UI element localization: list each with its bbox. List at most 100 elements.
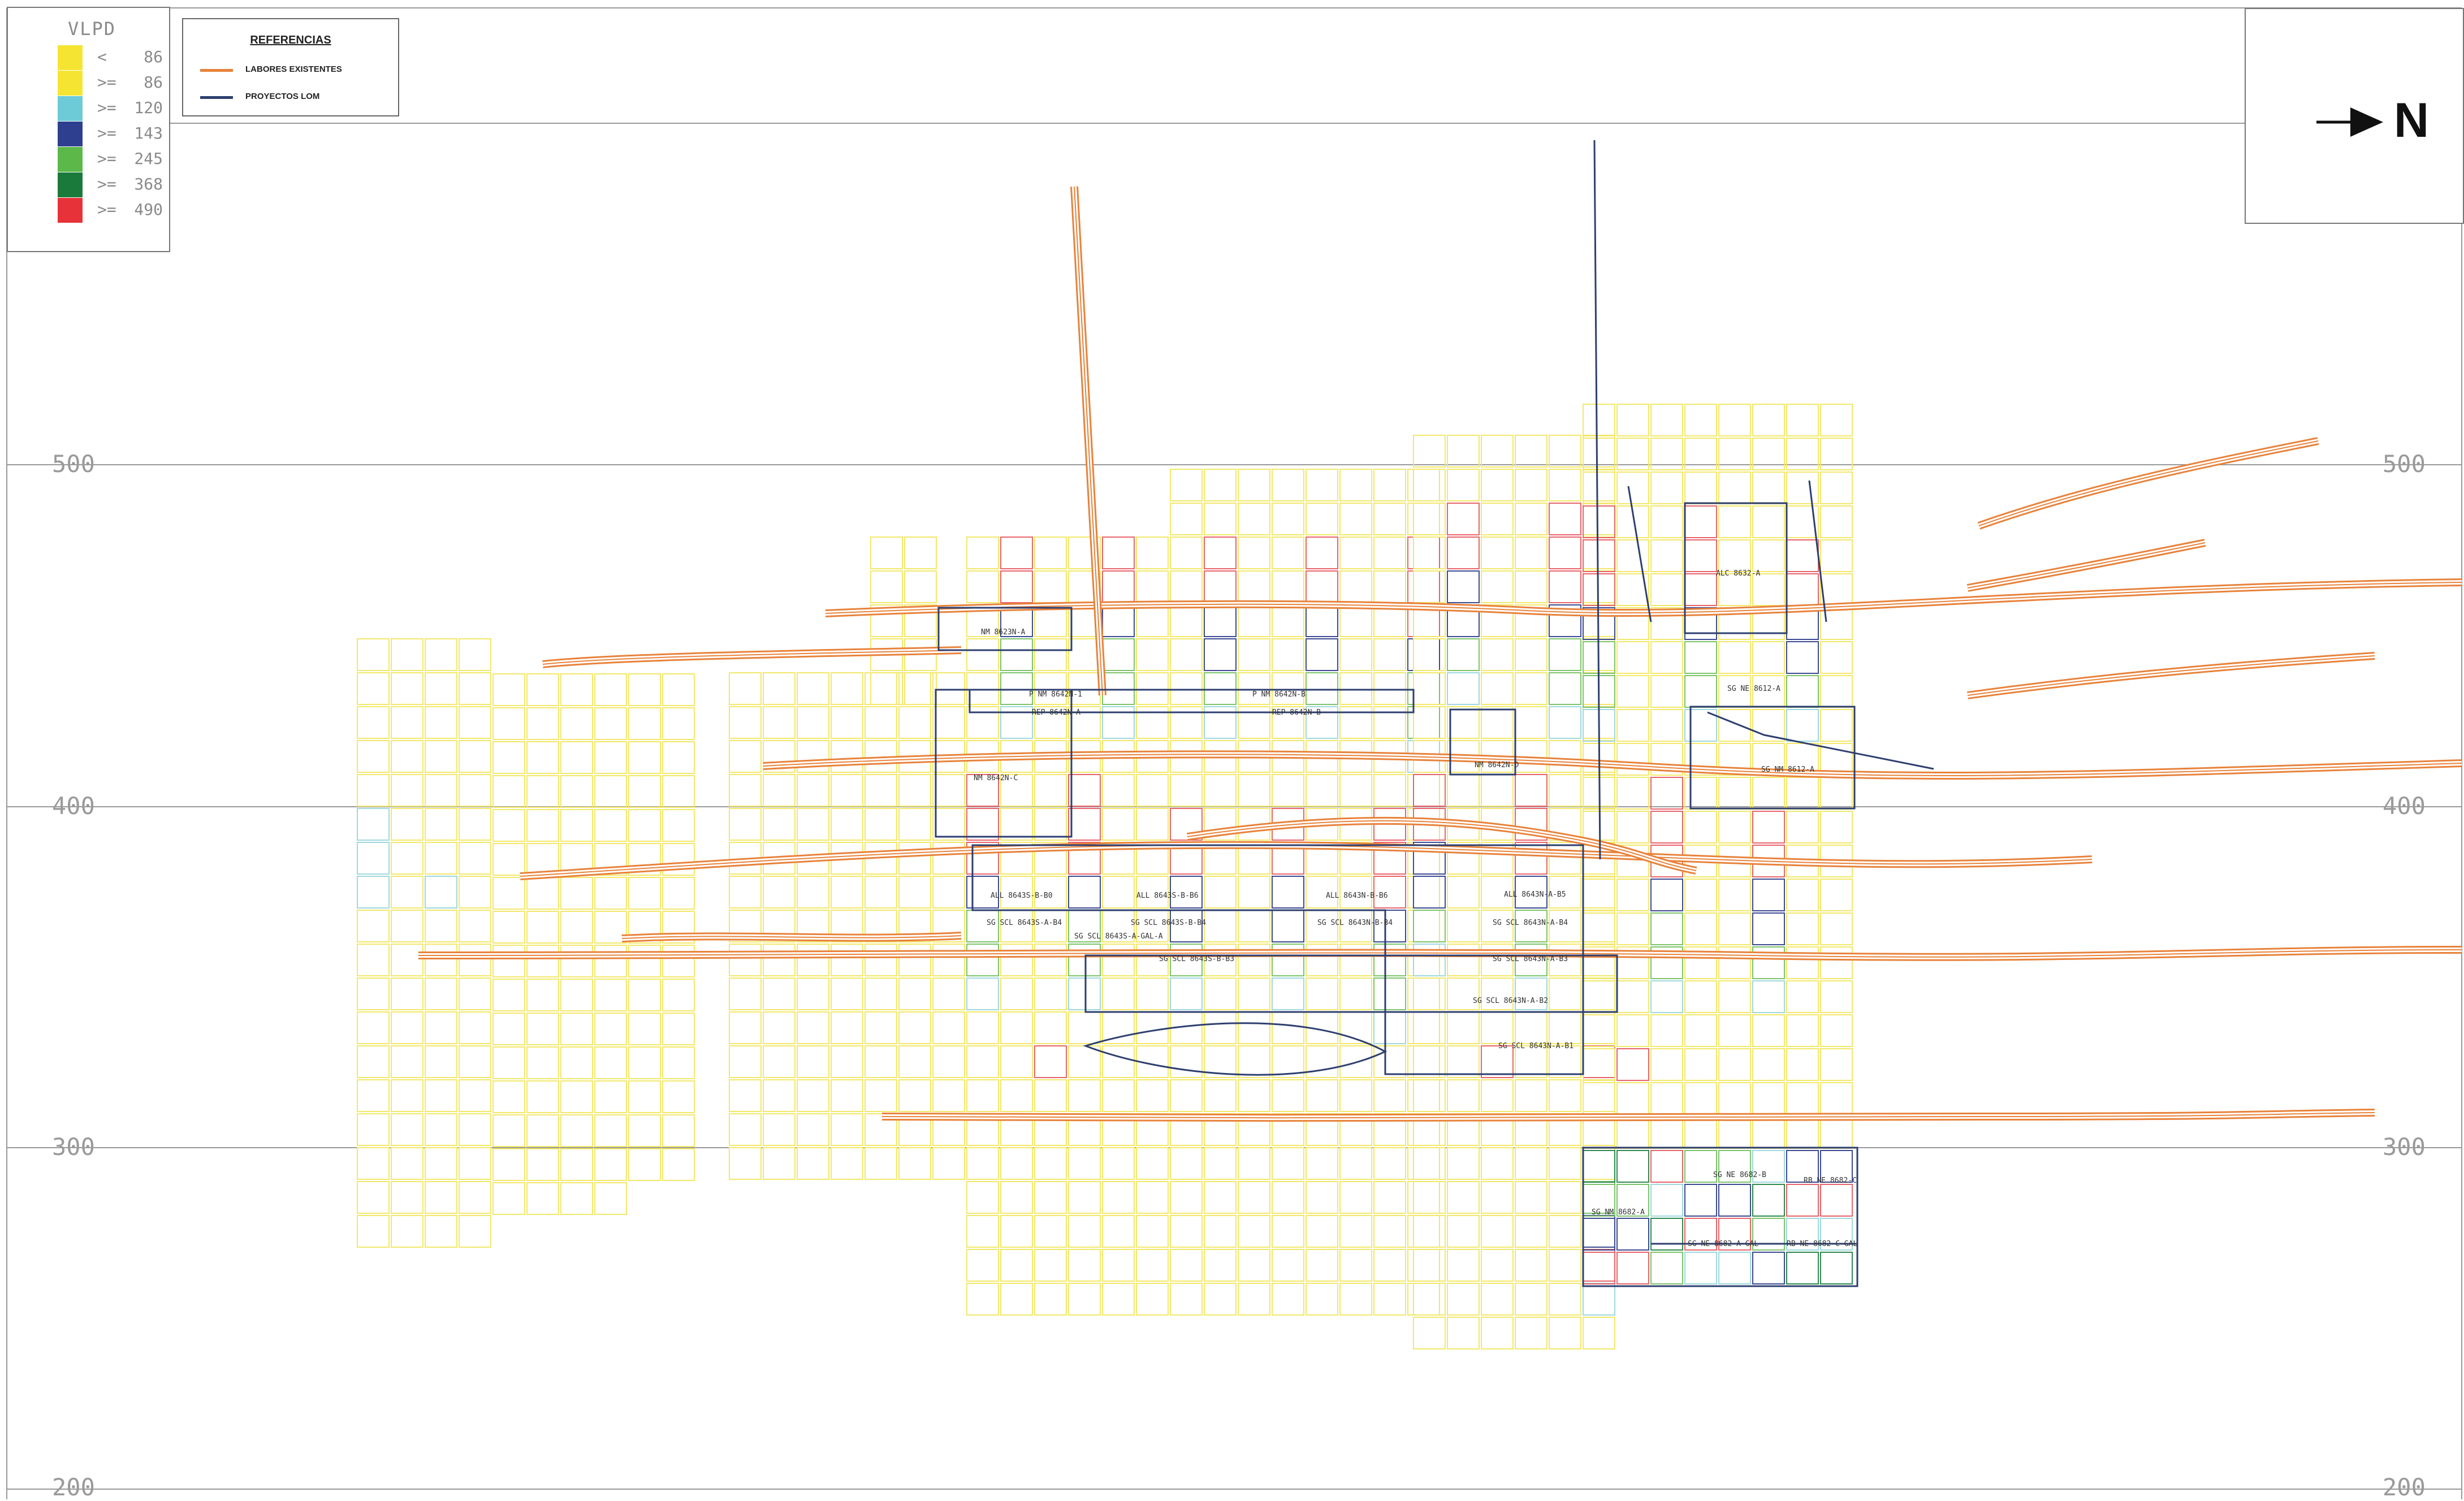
block-cell — [864, 706, 897, 739]
legend-swatch — [58, 122, 83, 146]
block-cell — [1272, 1079, 1304, 1112]
block-cell — [1515, 435, 1547, 468]
block-cell — [1272, 1249, 1304, 1282]
block-cell — [628, 741, 661, 774]
block-cell — [526, 1080, 559, 1113]
block-cell — [1752, 777, 1785, 810]
block-cell — [1306, 1181, 1338, 1214]
block-cell — [1616, 607, 1649, 640]
block-cell — [1068, 808, 1101, 841]
block-cell — [1034, 1011, 1067, 1044]
block-cell — [1481, 672, 1514, 705]
block-cell — [1306, 503, 1338, 535]
block-cell — [1718, 1150, 1751, 1183]
block-cell — [1373, 1011, 1406, 1044]
block-cell — [1204, 944, 1237, 976]
block-cell — [459, 1147, 491, 1180]
block-cell — [1481, 977, 1514, 1010]
block-cell — [1616, 1218, 1649, 1251]
block-cell — [1752, 505, 1785, 538]
block-cell — [594, 741, 627, 774]
block-cell — [1583, 1147, 1615, 1180]
block-cell — [1306, 944, 1338, 976]
block-cell — [526, 1182, 559, 1215]
block-cell — [898, 842, 931, 875]
block-cell — [1752, 1014, 1785, 1047]
block-cell — [1650, 1048, 1683, 1081]
block-cell — [628, 707, 661, 740]
block-cell — [628, 775, 661, 808]
block-cell — [1068, 1045, 1101, 1078]
block-cell — [1515, 638, 1547, 671]
block-cell — [1752, 879, 1785, 911]
block-cell — [1238, 1113, 1270, 1146]
block-cell — [492, 707, 525, 740]
block-cell — [526, 707, 559, 740]
block-cell — [831, 706, 863, 739]
block-cell — [1339, 638, 1372, 671]
block-cell — [628, 843, 661, 876]
block-cell — [1204, 910, 1237, 942]
block-cell — [797, 1045, 829, 1078]
block-cell — [1413, 672, 1446, 705]
block-cell — [1272, 672, 1304, 705]
level-label-left: 400 — [52, 792, 95, 820]
block-cell — [1413, 977, 1446, 1010]
block-cell — [966, 537, 999, 569]
block-cell — [357, 774, 390, 807]
lom-project-outline — [1684, 502, 1788, 634]
block-cell — [1339, 774, 1372, 807]
block-cell — [1407, 1249, 1440, 1282]
block-cell — [864, 1079, 897, 1112]
block-cell — [1136, 1181, 1169, 1214]
legend-item: >= 245 — [50, 147, 163, 172]
block-cell — [1447, 1079, 1480, 1112]
block-cell — [1481, 876, 1514, 909]
block-cell — [1204, 503, 1237, 535]
block-cell — [1272, 469, 1304, 501]
block-cell — [904, 570, 937, 603]
block-cell — [1718, 811, 1751, 843]
block-cell — [729, 910, 762, 942]
block-cell — [560, 707, 593, 740]
block-cell — [729, 944, 762, 976]
block-cell — [904, 604, 937, 637]
block-cell — [1170, 570, 1203, 603]
block-cell — [1549, 1215, 1581, 1248]
block-cell — [1650, 1150, 1683, 1183]
block-cell — [1786, 1048, 1819, 1081]
block-cell — [1583, 1079, 1615, 1112]
block-cell — [1650, 505, 1683, 538]
block-cell — [1204, 1147, 1237, 1180]
block-cell — [1136, 1011, 1169, 1044]
block-cell — [1373, 638, 1406, 671]
block-cell — [1447, 1181, 1480, 1214]
block-cell — [1068, 1283, 1101, 1316]
block-cell — [560, 1182, 593, 1215]
block-cell — [1650, 675, 1683, 708]
block-cell — [662, 979, 695, 1011]
block-cell — [1515, 1147, 1547, 1180]
block-cell — [1306, 876, 1338, 909]
block-cell — [1549, 1147, 1581, 1180]
block-cell — [425, 977, 457, 1010]
block-cell — [1616, 1184, 1649, 1217]
lom-project-outline — [935, 689, 1073, 838]
block-cell — [763, 1113, 796, 1146]
block-cell — [1136, 808, 1169, 841]
block-cell — [797, 740, 829, 773]
block-cell — [1204, 876, 1237, 909]
block-cell — [1718, 1218, 1751, 1251]
block-cell — [1447, 638, 1480, 671]
block-cell — [1373, 774, 1406, 807]
block-cell — [391, 842, 423, 875]
block-cell — [1034, 570, 1067, 603]
block-cell — [1549, 672, 1581, 705]
block-cell — [560, 1114, 593, 1147]
block-cell — [1752, 472, 1785, 504]
block-cell — [560, 945, 593, 977]
block-cell — [1752, 641, 1785, 674]
block-cell — [864, 910, 897, 942]
block-cell — [763, 774, 796, 807]
block-cell — [1373, 1249, 1406, 1282]
